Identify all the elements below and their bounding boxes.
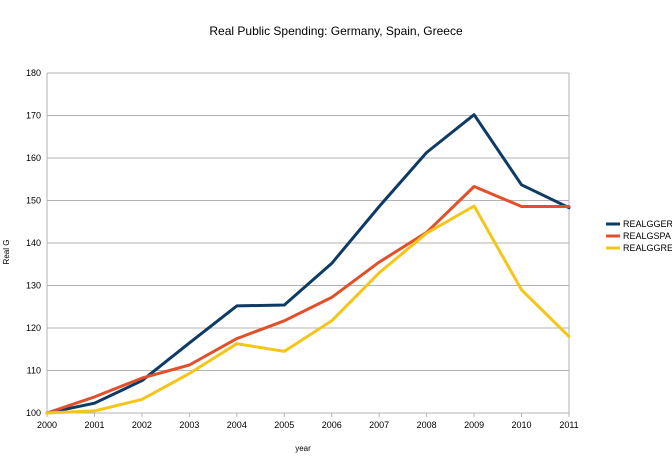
- legend: REALGGER REALGSPA REALGGRE: [606, 219, 672, 253]
- x-tick-label: 2010: [512, 420, 532, 430]
- x-tick-label: 2008: [417, 420, 437, 430]
- series-line-realgspa: [45, 185, 571, 415]
- y-tick-label: 150: [26, 196, 41, 206]
- x-tick-label: 2004: [227, 420, 247, 430]
- series-line-realgger: [45, 113, 571, 415]
- y-axis-label: Real G: [2, 240, 11, 265]
- x-tick-label: 2007: [369, 420, 389, 430]
- y-tick-label: 120: [26, 323, 41, 333]
- y-tick-label: 140: [26, 238, 41, 248]
- legend-label-realggre: REALGGRE: [623, 243, 672, 253]
- x-tick-label: 2003: [179, 420, 199, 430]
- legend-label-realgspa: REALGSPA: [623, 231, 671, 241]
- x-tick-label: 2006: [322, 420, 342, 430]
- y-tick-label: 170: [26, 111, 41, 121]
- y-tick-label: 110: [27, 366, 41, 376]
- x-tick-label: 2011: [559, 420, 578, 430]
- y-tick-label: 100: [26, 408, 41, 418]
- grid-lines: [47, 72, 569, 414]
- y-tick-label: 180: [26, 68, 41, 78]
- series-line-realggre: [45, 204, 571, 415]
- legend-label-realgger: REALGGER: [623, 219, 672, 229]
- x-tick-label: 2009: [464, 420, 484, 430]
- x-tick-label: 2002: [132, 420, 152, 430]
- x-tick-label: 2001: [84, 420, 104, 430]
- y-tick-label: 130: [26, 281, 41, 291]
- x-tick-label: 2005: [274, 420, 294, 430]
- y-tick-label: 160: [26, 153, 41, 163]
- chart-title: Real Public Spending: Germany, Spain, Gr…: [209, 24, 463, 38]
- series-lines: [45, 113, 571, 415]
- axes: 100 110 120 130 140 150 160 170 180 2000 2001 2002 2…: [26, 68, 579, 430]
- x-tick-label: 2000: [37, 420, 57, 430]
- x-axis-label: year: [295, 444, 311, 453]
